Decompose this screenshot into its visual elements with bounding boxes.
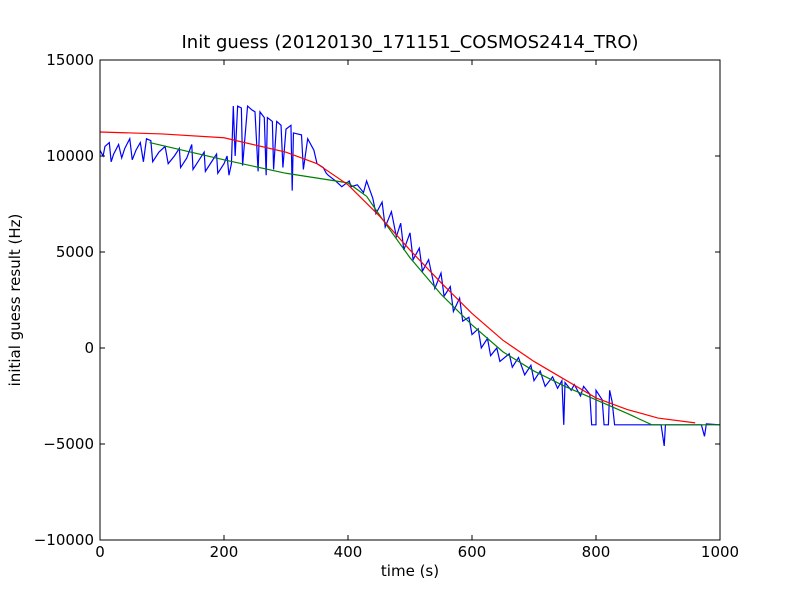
- x-axis-label: time (s): [381, 562, 439, 580]
- y-tick-label: 0: [84, 339, 94, 357]
- series-line: [149, 141, 720, 426]
- series-line: [99, 104, 721, 447]
- x-tick-label: 600: [458, 543, 487, 561]
- chart-title: Init guess (20120130_171151_COSMOS2414_T…: [181, 32, 638, 53]
- y-tick-label: 15000: [46, 51, 94, 69]
- y-tick-label: −10000: [34, 531, 94, 549]
- x-tick-label: 200: [210, 543, 239, 561]
- plot-area: [99, 104, 721, 447]
- axes-frame: [99, 59, 721, 541]
- y-tick-label: −5000: [43, 435, 94, 453]
- x-tick-label: 800: [582, 543, 611, 561]
- x-tick-label: 0: [95, 543, 105, 561]
- x-tick-label: 1000: [701, 543, 739, 561]
- y-axis-label: initial guess result (Hz): [6, 214, 24, 387]
- series-line: [99, 131, 696, 424]
- y-tick-label: 10000: [46, 147, 94, 165]
- x-tick-label: 400: [334, 543, 363, 561]
- y-tick-label: 5000: [56, 243, 94, 261]
